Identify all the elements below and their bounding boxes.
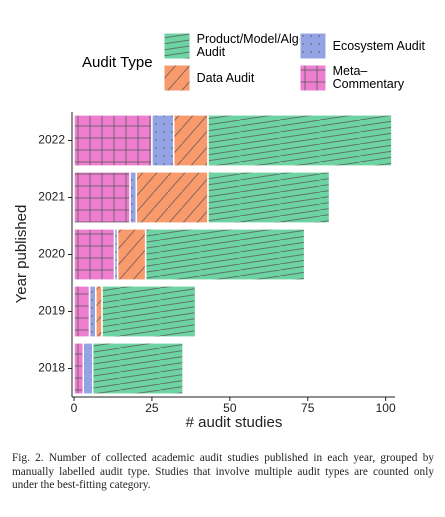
bar-segment — [116, 228, 147, 281]
bar-segment — [172, 114, 209, 167]
legend-item: Meta–Commentary — [299, 62, 429, 94]
bar-segment — [135, 171, 209, 224]
bar-segment — [144, 228, 306, 281]
bar-segment — [73, 342, 85, 395]
legend-swatch — [299, 32, 327, 60]
legend-label: Meta–Commentary — [332, 64, 405, 91]
bar-segment — [151, 114, 175, 167]
legend-swatch — [299, 64, 327, 92]
chart: Year published # audit studies 0 25 50 75 10… — [13, 112, 396, 431]
y-tick-label: 2018 — [38, 361, 65, 375]
legend-swatch — [163, 32, 191, 60]
x-tick-label: 50 — [223, 401, 237, 415]
legend-item: Data Audit — [163, 62, 293, 94]
bar-segment — [73, 285, 91, 338]
bar-segment — [91, 342, 184, 395]
y-tick-label: 2021 — [38, 190, 65, 204]
bar-segment — [207, 171, 331, 224]
bar-segment — [73, 171, 131, 224]
bar-segment — [129, 171, 138, 224]
caption: Fig. 2. Number of collected academic aud… — [12, 452, 434, 491]
x-tick-label: 0 — [71, 401, 78, 415]
y-tick-label: 2019 — [38, 304, 65, 318]
x-tick-label: 25 — [145, 401, 159, 415]
x-tick-label: 100 — [376, 401, 396, 415]
bar-segment — [82, 342, 94, 395]
y-tick-label: 2020 — [38, 247, 65, 261]
legend-title: Audit Type — [82, 53, 153, 71]
legend-label: Data Audit — [196, 70, 255, 85]
y-axis-label: Year published — [13, 205, 30, 304]
y-tick-label: 2022 — [38, 133, 65, 147]
x-axis-label: # audit studies — [186, 414, 283, 431]
legend-label: Product/Model/Algo. Audit — [196, 32, 310, 59]
legend: Audit Type Product/Model/Algo. Audit Data… — [82, 30, 429, 94]
legend-swatch — [163, 64, 191, 92]
bar-segment — [73, 114, 153, 167]
bar-segment — [101, 285, 197, 338]
bar-segment — [88, 285, 97, 338]
bar-segment — [95, 285, 103, 338]
legend-items: Product/Model/Algo. Audit Data Audit Ecosy… — [163, 30, 429, 94]
legend-item: Ecosystem Audit — [299, 30, 429, 62]
x-tick-label: 75 — [301, 401, 315, 415]
bar-segment — [73, 228, 116, 281]
bar-segment — [207, 114, 393, 167]
legend-item: Product/Model/Algo. Audit — [163, 30, 310, 62]
legend-label: Ecosystem Audit — [332, 38, 426, 53]
